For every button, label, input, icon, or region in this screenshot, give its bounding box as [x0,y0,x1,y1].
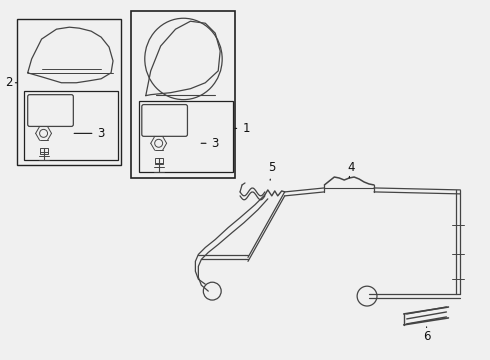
Text: 3: 3 [201,137,219,150]
Text: 4: 4 [347,161,355,178]
Bar [17,19,121,165]
Text: 3: 3 [74,127,105,140]
Bar [155,158,163,164]
Bar [24,91,118,160]
Bar [131,11,235,178]
Text: 1: 1 [235,122,250,135]
Bar [139,100,233,172]
Bar [40,148,48,154]
Text: 6: 6 [423,327,430,343]
Text: 5: 5 [268,161,275,180]
Text: 2: 2 [5,76,17,89]
